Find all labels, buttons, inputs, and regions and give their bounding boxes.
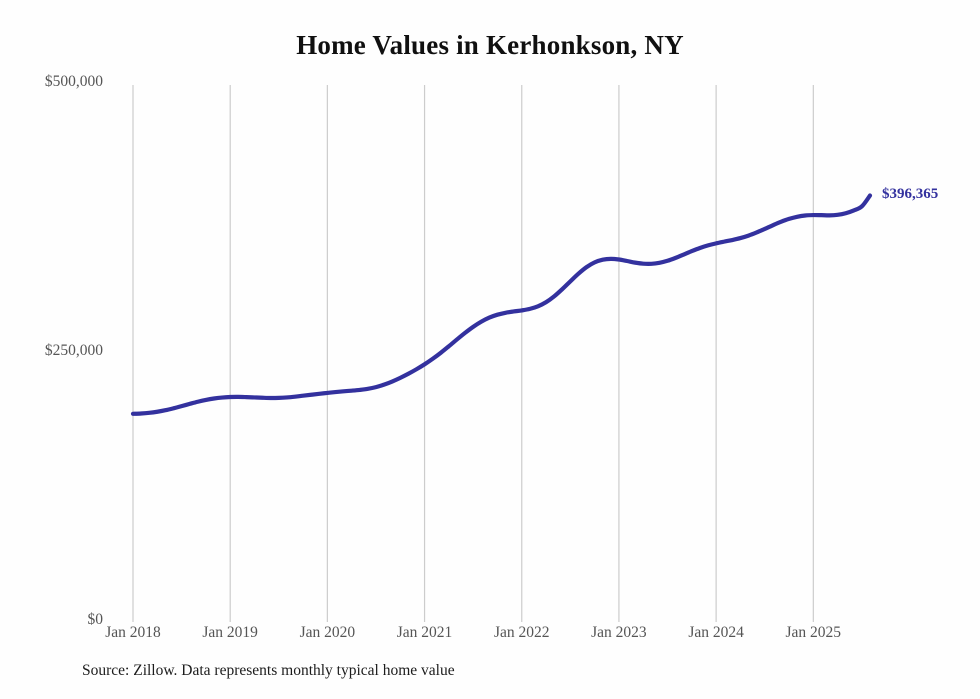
line-series-typical-home-value xyxy=(130,193,873,416)
data-series-group xyxy=(130,193,873,416)
x-tick-label: Jan 2023 xyxy=(591,624,647,641)
y-tick-label: $250,000 xyxy=(44,342,103,359)
x-tick-label: Jan 2020 xyxy=(299,624,356,641)
endpoint-value-label: $396,365 xyxy=(882,185,939,202)
y-tick-label: $500,000 xyxy=(44,73,103,90)
x-tick-label: Jan 2018 xyxy=(105,624,161,641)
y-tick-label: $0 xyxy=(87,611,104,628)
x-tick-label: Jan 2021 xyxy=(396,624,453,641)
chart-title: Home Values in Kerhonkson, NY xyxy=(296,30,684,60)
x-tick-label: Jan 2019 xyxy=(202,624,258,641)
x-tick-label: Jan 2025 xyxy=(785,624,842,641)
x-tick-label: Jan 2024 xyxy=(688,624,744,641)
source-note: Source: Zillow. Data represents monthly … xyxy=(82,662,455,679)
x-gridlines xyxy=(132,85,814,622)
x-tick-label: Jan 2022 xyxy=(493,624,550,641)
